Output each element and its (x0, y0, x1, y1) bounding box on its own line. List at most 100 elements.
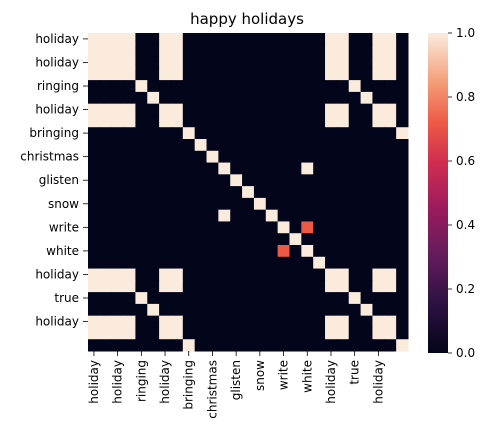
heatmap-cell (99, 233, 113, 246)
heatmap-cell (301, 139, 314, 152)
heatmap-cell (325, 327, 338, 340)
heatmap-cell (170, 44, 184, 58)
heatmap-cell (194, 256, 208, 270)
x-axis: holiday holiday ringing holiday bringing chri… (87, 351, 385, 419)
heatmap-cell (277, 139, 290, 152)
heatmap-cell (325, 91, 338, 105)
heatmap-cell (301, 315, 314, 328)
heatmap-cell (170, 280, 184, 293)
heatmap-cell (194, 162, 208, 175)
heatmap-cell (301, 56, 314, 69)
heatmap-cell (372, 233, 385, 246)
heatmap-cell (206, 91, 219, 105)
heatmap-cell (289, 315, 302, 328)
heatmap-cell (301, 127, 314, 140)
heatmap-cell (384, 315, 397, 328)
heatmap-cell (159, 327, 172, 340)
heatmap-cell (135, 139, 148, 152)
heatmap-cell (396, 292, 409, 305)
heatmap-cell (159, 56, 172, 69)
heatmap-cell (384, 256, 397, 270)
heatmap-cell (170, 221, 184, 234)
heatmap-cell (372, 33, 385, 46)
heatmap-cell (277, 103, 290, 116)
heatmap-cell (396, 103, 409, 116)
heatmap-cell (372, 197, 385, 211)
heatmap-cell (265, 327, 279, 340)
heatmap-cell (111, 33, 125, 46)
heatmap-cell (206, 327, 219, 340)
heatmap-cell (182, 174, 196, 187)
heatmap-cell (194, 303, 208, 317)
heatmap-cell (182, 256, 196, 270)
heatmap-cell (301, 268, 314, 281)
heatmap-cell (265, 127, 279, 140)
heatmap-cell (325, 256, 338, 270)
heatmap-cell (147, 186, 160, 199)
heatmap-cell (396, 268, 409, 281)
heatmap-cell (384, 327, 397, 340)
heatmap-cell (242, 221, 255, 234)
heatmap-cell (99, 186, 113, 199)
y-tick-label: write (49, 220, 79, 234)
heatmap-cell (265, 303, 279, 317)
heatmap-cell (265, 197, 279, 211)
heatmap-cell (123, 280, 136, 293)
heatmap-cell (265, 68, 279, 81)
heatmap-cell (206, 174, 219, 187)
colorbar-tick-label: 0.2 (456, 282, 475, 296)
heatmap-cell (289, 127, 302, 140)
heatmap-cell (336, 91, 350, 105)
heatmap-cell (348, 339, 362, 352)
heatmap-cell (336, 268, 350, 281)
heatmap-cell (242, 56, 255, 69)
heatmap-cell (265, 91, 279, 105)
heatmap-cell (218, 197, 231, 211)
heatmap-cell (230, 44, 243, 58)
heatmap-cell (147, 103, 160, 116)
heatmap-cell (289, 56, 302, 69)
heatmap-cell (336, 150, 350, 164)
heatmap-cell (301, 186, 314, 199)
heatmap-cell (135, 44, 148, 58)
heatmap-cell (289, 292, 302, 305)
heatmap-cell (135, 339, 148, 352)
heatmap-cell (289, 268, 302, 281)
heatmap-cell (301, 197, 314, 211)
heatmap-cell (265, 339, 279, 352)
heatmap-cell (360, 44, 373, 58)
heatmap-cell (170, 150, 184, 164)
heatmap-cell (230, 162, 243, 175)
heatmap-cell (313, 327, 326, 340)
heatmap-cell (99, 174, 113, 187)
heatmap-cell (170, 68, 184, 81)
heatmap-cell (159, 115, 172, 128)
heatmap-cell (194, 221, 208, 234)
x-tick-label: snow (253, 360, 267, 391)
y-tick-label: holiday (35, 103, 79, 117)
heatmap-cell (325, 139, 338, 152)
heatmap-cell (301, 209, 314, 222)
heatmap-cell (360, 303, 373, 317)
heatmap-cell (123, 68, 136, 81)
heatmap-cell (242, 174, 255, 187)
heatmap-cell (242, 339, 255, 352)
heatmap-cell (170, 162, 184, 175)
heatmap-cell (218, 303, 231, 317)
heatmap-cell (372, 268, 385, 281)
heatmap-cell (230, 327, 243, 340)
heatmap-cell (194, 292, 208, 305)
heatmap-cell (123, 162, 136, 175)
heatmap-cell (396, 150, 409, 164)
heatmap-cell (289, 33, 302, 46)
heatmap-cell (170, 174, 184, 187)
heatmap-cell (147, 233, 160, 246)
heatmap-cell (265, 162, 279, 175)
heatmap-cell (360, 339, 373, 352)
heatmap-cell (289, 221, 302, 234)
heatmap-cell (230, 68, 243, 81)
heatmap-cell (336, 197, 350, 211)
heatmap-cell (242, 103, 255, 116)
y-tick-label: christmas (20, 150, 79, 164)
heatmap-cell (135, 197, 148, 211)
